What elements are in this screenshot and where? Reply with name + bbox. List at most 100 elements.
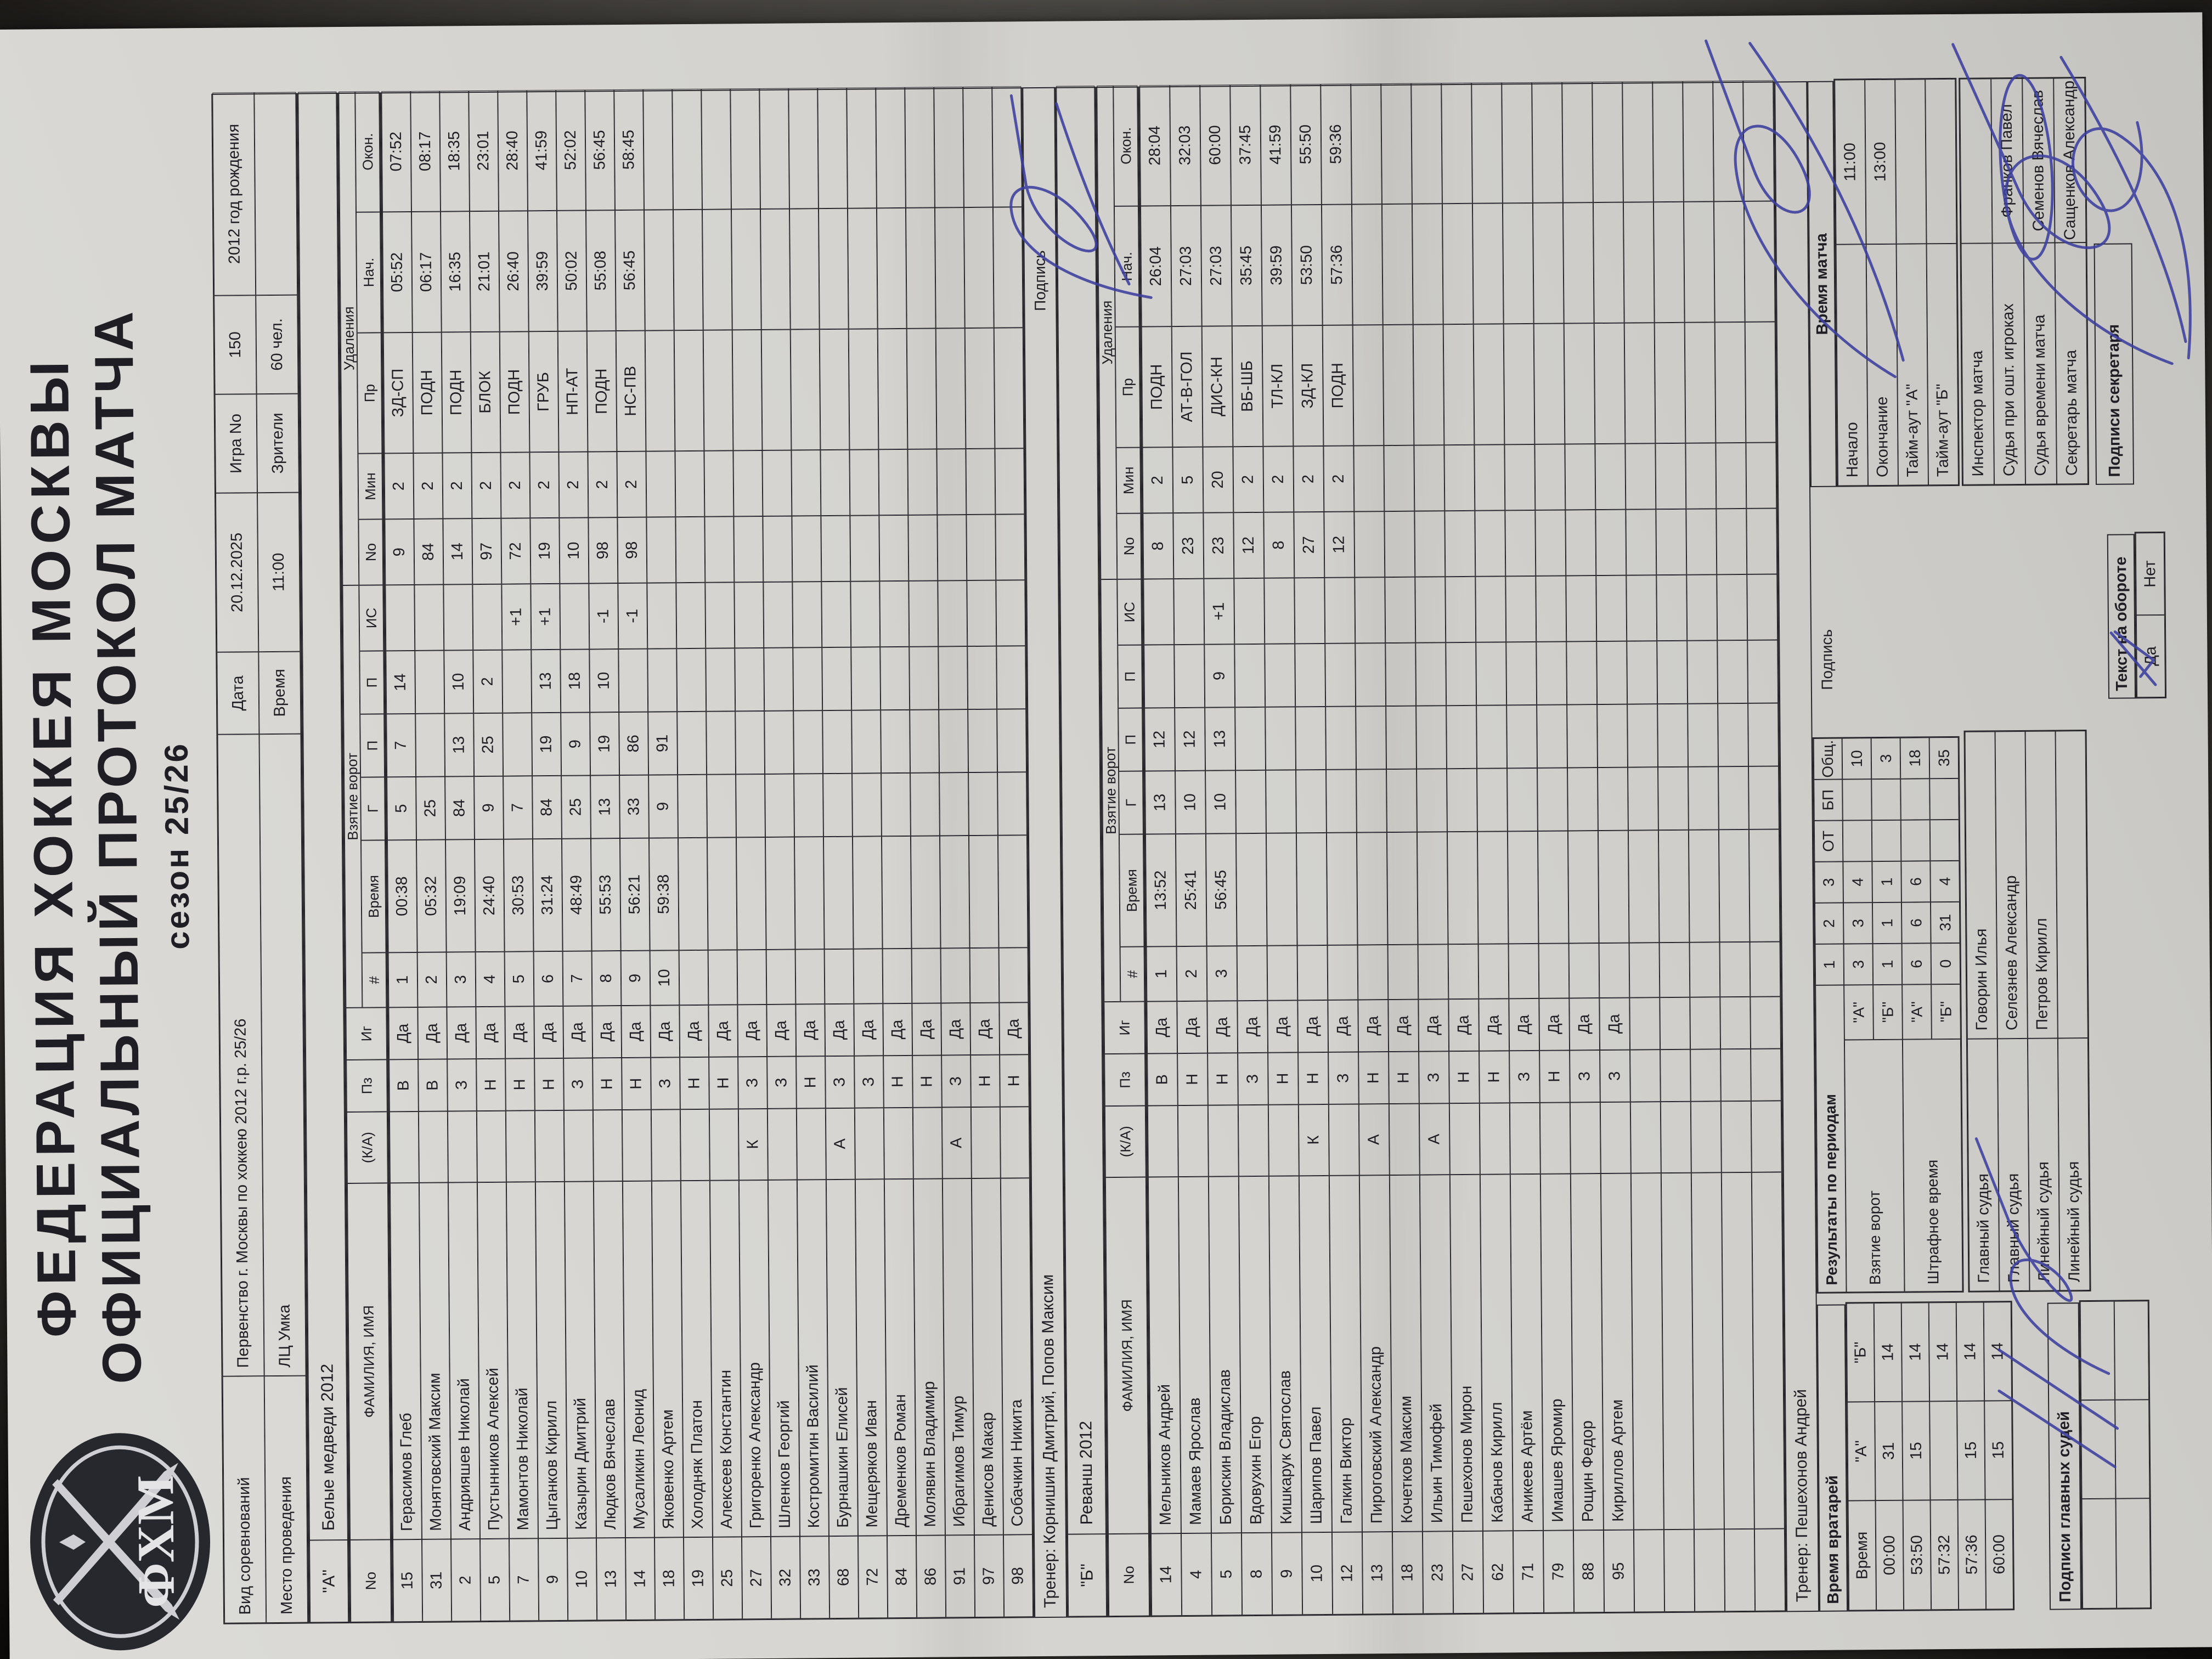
table-cell: 28:04 xyxy=(1139,85,1171,206)
table-cell: Галкин Виктор xyxy=(1329,1175,1362,1532)
table-cell: 2 xyxy=(529,452,560,518)
table-cell xyxy=(472,584,503,651)
table-cell xyxy=(1655,443,1686,510)
table-cell xyxy=(675,516,706,583)
col-pr: Пр xyxy=(357,332,382,454)
table-cell: 2 xyxy=(558,452,589,518)
cell: 4 xyxy=(1930,860,1960,902)
table-cell: Ильин Тимофей xyxy=(1419,1175,1453,1532)
table-cell: З xyxy=(563,1058,593,1110)
table-cell: Бурнашкин Елисей xyxy=(826,1179,858,1537)
table-cell: Денисов Макар xyxy=(971,1178,1003,1536)
table-cell xyxy=(998,947,1029,1003)
table-cell: Да xyxy=(417,1007,448,1059)
col-p2: П xyxy=(1118,645,1143,708)
match-time-table: Начало 11:00 Окончание 13:00 Тайм-аут "А" Тай… xyxy=(1833,77,1960,487)
table-cell xyxy=(1685,443,1717,509)
table-cell: 19:09 xyxy=(445,839,476,952)
table-cell xyxy=(1748,703,1779,766)
table-cell: 56:45 xyxy=(585,89,615,211)
table-cell xyxy=(788,88,819,209)
table-cell: 84 xyxy=(887,1535,917,1618)
cell xyxy=(1929,778,1959,820)
table-cell xyxy=(911,948,941,1003)
table-cell: 20.12.2025 xyxy=(216,493,259,652)
table-cell xyxy=(1536,641,1567,705)
table-cell: НП-АТ xyxy=(557,331,588,452)
table-cell: 91 xyxy=(648,712,678,775)
table-cell: Главный судья xyxy=(1967,1039,2000,1291)
table-cell: В xyxy=(389,1059,419,1112)
table-cell xyxy=(672,88,702,210)
table-cell xyxy=(1717,574,1748,641)
table-cell xyxy=(1748,766,1779,830)
table-cell xyxy=(1570,1102,1601,1174)
table-cell xyxy=(790,329,821,450)
table-cell: 39:59 xyxy=(527,210,558,332)
table-cell xyxy=(940,948,970,1003)
table-cell xyxy=(970,1107,1001,1179)
table-cell xyxy=(908,515,938,581)
table-cell: 10 xyxy=(1175,770,1206,834)
table-cell xyxy=(1683,201,1715,323)
table-cell: 10 xyxy=(1301,1532,1333,1615)
table-cell: 12 xyxy=(1331,1532,1363,1615)
table-cell: Молявин Владимир xyxy=(913,1178,945,1536)
table-cell: 13 xyxy=(596,1537,627,1621)
col-no: No xyxy=(350,1539,392,1622)
periods-title: Результаты по периодам xyxy=(1815,985,1847,1293)
table-cell: Н xyxy=(1298,1052,1329,1105)
protocol-title: ОФИЦИАЛЬНЫЙ ПРОТОКОЛ МАТЧА xyxy=(83,308,153,1385)
table-cell xyxy=(414,584,444,651)
table-cell: Ибрагимов Тимур xyxy=(942,1178,974,1536)
table-cell xyxy=(1474,444,1505,511)
table-cell xyxy=(934,87,964,208)
table-cell xyxy=(967,646,997,710)
table-cell xyxy=(1325,706,1357,770)
table-cell xyxy=(1687,640,1718,704)
table-cell xyxy=(909,646,939,710)
table-cell xyxy=(1534,444,1566,510)
table-cell: Линейный судья xyxy=(2057,1038,2090,1291)
table-cell: 2 xyxy=(1142,447,1173,514)
team-a-letter: "А" xyxy=(309,1539,349,1623)
table-cell: 18 xyxy=(1392,1531,1424,1615)
table-cell: З xyxy=(1509,1050,1540,1103)
table-cell xyxy=(1623,202,1655,323)
table-cell: Н xyxy=(709,1057,738,1109)
table-cell xyxy=(822,710,853,774)
table-cell: Мусаликин Леонид xyxy=(622,1181,654,1538)
table-cell: Да xyxy=(505,1006,535,1059)
table-cell: АТ-В-ГОЛ xyxy=(1171,326,1203,448)
table-cell xyxy=(1479,1103,1510,1175)
table-cell xyxy=(881,836,912,949)
table-cell: 12 xyxy=(1233,512,1265,579)
periods-sign-label: Подпись xyxy=(1818,629,1836,690)
table-cell xyxy=(938,646,968,710)
table-cell: В xyxy=(1147,1053,1178,1106)
col-name: ФАМИЛИЯ, ИМЯ xyxy=(1105,1177,1149,1534)
table-cell xyxy=(1565,510,1596,576)
table-cell: К xyxy=(1298,1104,1329,1176)
col-num: # xyxy=(362,952,387,1008)
table-cell xyxy=(883,1107,913,1180)
table-cell: Андрияшев Николай xyxy=(448,1182,480,1539)
table-cell xyxy=(934,207,965,329)
table-cell: З xyxy=(767,1056,797,1109)
col-is: ИС xyxy=(359,585,384,651)
table-cell xyxy=(1633,1530,1665,1612)
empty-grid xyxy=(2079,1300,2152,1610)
table-cell xyxy=(1296,832,1328,946)
table-cell: 97 xyxy=(472,518,502,585)
table-cell xyxy=(1351,83,1382,205)
table-cell xyxy=(503,713,533,776)
table-cell xyxy=(1690,1049,1721,1102)
table-cell xyxy=(1442,203,1474,325)
table-cell: Да xyxy=(592,1006,622,1058)
table-cell xyxy=(1960,78,1993,244)
table-cell xyxy=(1562,82,1593,203)
table-cell xyxy=(1719,941,1751,997)
table-cell: 86 xyxy=(619,712,649,776)
table-cell: ТЛ-КЛ xyxy=(1262,325,1294,447)
season-label: сезон 25/26 xyxy=(157,741,196,950)
